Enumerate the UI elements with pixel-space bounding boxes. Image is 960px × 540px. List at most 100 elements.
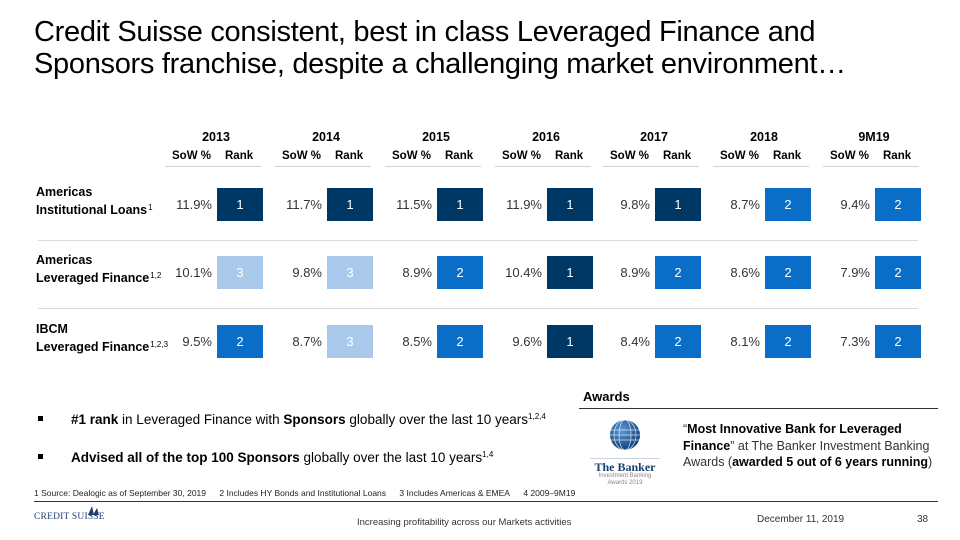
sow-value: 10.4%: [505, 265, 542, 280]
rank-column-header: Rank: [555, 150, 584, 162]
the-banker-logo: The Banker Investment Banking Awards 201…: [585, 418, 665, 486]
row-label-line: IBCM: [36, 322, 68, 336]
footer-subtitle: Increasing profitability across our Mark…: [357, 517, 572, 528]
bullet-square-icon: [38, 454, 43, 459]
rank-column-header: Rank: [445, 150, 474, 162]
footer-divider: [34, 501, 938, 502]
rank-badge: 2: [765, 188, 811, 221]
column-year-header: 2014: [312, 130, 340, 144]
column-header-divider: [385, 166, 481, 167]
rank-badge: 2: [765, 256, 811, 289]
column-year-header: 9M19: [858, 130, 890, 144]
rank-badge: 2: [765, 325, 811, 358]
row-divider: [38, 240, 918, 241]
sow-value: 7.9%: [840, 265, 870, 280]
rank-badge: 3: [327, 256, 373, 289]
page-number: 38: [917, 514, 929, 525]
bullet-text: globally over the last 10 years: [299, 450, 483, 465]
footnote-ref: 1,2,3: [150, 340, 169, 349]
sow-value: 8.4%: [620, 334, 650, 349]
sow-value: 8.5%: [402, 334, 432, 349]
rank-badge: 1: [437, 188, 483, 221]
sow-value: 9.5%: [182, 334, 212, 349]
row-label: Americas Leveraged Finance1,2: [36, 252, 161, 286]
bullet-item: Advised all of the top 100 Sponsors glob…: [38, 450, 493, 465]
logo-divider: [590, 458, 660, 459]
sow-column-header: SoW %: [392, 150, 431, 162]
sow-value: 8.7%: [292, 334, 322, 349]
column-year-header: 2017: [640, 130, 668, 144]
row-label-line: Americas: [36, 253, 93, 267]
rank-badge: 1: [327, 188, 373, 221]
column-header-divider: [275, 166, 371, 167]
sow-value: 9.8%: [620, 197, 650, 212]
logo-name: The Banker: [594, 460, 656, 474]
footnote-ref: 1,2,4: [528, 412, 546, 421]
logo-text: CREDIT SUISSE: [34, 512, 105, 522]
row-label: Americas Institutional Loans1: [36, 184, 153, 218]
rank-column-header: Rank: [225, 150, 254, 162]
column-header-divider: [603, 166, 699, 167]
rank-badge: 1: [655, 188, 701, 221]
column-year-header: 2016: [532, 130, 560, 144]
sow-value: 11.9%: [506, 197, 542, 212]
logo-subtitle: Awards 2019: [607, 480, 643, 486]
rank-column-header: Rank: [883, 150, 912, 162]
footnotes: 1 Source: Dealogic as of September 30, 2…: [34, 488, 586, 498]
row-label-text: Leveraged Finance: [36, 340, 150, 354]
column-year-header: 2018: [750, 130, 778, 144]
credit-suisse-logo: CREDIT SUISSE: [34, 506, 105, 522]
column-year-header: 2015: [422, 130, 450, 144]
rank-badge: 2: [437, 256, 483, 289]
sow-value: 11.7%: [286, 197, 322, 212]
row-label-text: Institutional Loans: [36, 203, 148, 217]
bullet-bold-text: #1 rank: [71, 412, 119, 427]
bullet-text: globally over the last 10 years: [345, 412, 529, 427]
awards-divider: [579, 408, 938, 409]
bullet-item: #1 rank in Leveraged Finance with Sponso…: [38, 412, 546, 427]
rank-badge: 3: [327, 325, 373, 358]
award-text: ” at The Banker Investment Banking Award…: [683, 438, 930, 470]
row-label-text: Leveraged Finance: [36, 271, 150, 285]
footnote: 4 2009–9M19: [523, 488, 576, 498]
footer-date: December 11, 2019: [757, 514, 845, 525]
sow-value: 8.9%: [620, 265, 650, 280]
bullet-bold-text: Sponsors: [283, 412, 346, 427]
sow-column-header: SoW %: [502, 150, 541, 162]
rank-badge: 1: [217, 188, 263, 221]
sow-value: 9.4%: [840, 197, 870, 212]
globe-icon: [610, 419, 640, 451]
award-description: “Most Innovative Bank for Leveraged Fina…: [683, 421, 933, 471]
sow-value: 10.1%: [175, 265, 212, 280]
row-label: IBCM Leveraged Finance1,2,3: [36, 321, 168, 355]
sow-column-header: SoW %: [610, 150, 649, 162]
rank-badge: 2: [875, 325, 921, 358]
sow-column-header: SoW %: [172, 150, 211, 162]
sow-column-header: SoW %: [282, 150, 321, 162]
column-header-divider: [713, 166, 809, 167]
award-text: ): [927, 455, 933, 469]
slide-title-line-2: Sponsors franchise, despite a challengin…: [34, 48, 846, 80]
column-header-divider: [165, 166, 261, 167]
row-divider: [38, 308, 918, 309]
rank-column-header: Rank: [335, 150, 364, 162]
row-label-line: Leveraged Finance1,2: [36, 268, 161, 286]
bullet-square-icon: [38, 416, 43, 421]
quote-mark: “: [683, 422, 688, 436]
sow-value: 8.7%: [730, 197, 760, 212]
column-header-divider: [823, 166, 919, 167]
footnote: 3 Includes Americas & EMEA: [399, 488, 510, 498]
rank-badge: 2: [655, 256, 701, 289]
awards-heading: Awards: [583, 389, 630, 404]
footnote: 1 Source: Dealogic as of September 30, 2…: [34, 488, 206, 498]
rank-column-header: Rank: [663, 150, 692, 162]
footnote: 2 Includes HY Bonds and Institutional Lo…: [219, 488, 387, 498]
column-header-divider: [495, 166, 591, 167]
rank-badge: 2: [217, 325, 263, 358]
column-year-header: 2013: [202, 130, 230, 144]
sow-column-header: SoW %: [830, 150, 869, 162]
bullet-text: in Leveraged Finance with: [118, 412, 284, 427]
rank-badge: 2: [655, 325, 701, 358]
sails-icon: [88, 506, 99, 515]
slide-title: Credit Suisse consistent, best in class …: [34, 16, 934, 80]
